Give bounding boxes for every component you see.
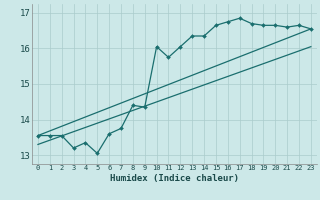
X-axis label: Humidex (Indice chaleur): Humidex (Indice chaleur): [110, 174, 239, 183]
